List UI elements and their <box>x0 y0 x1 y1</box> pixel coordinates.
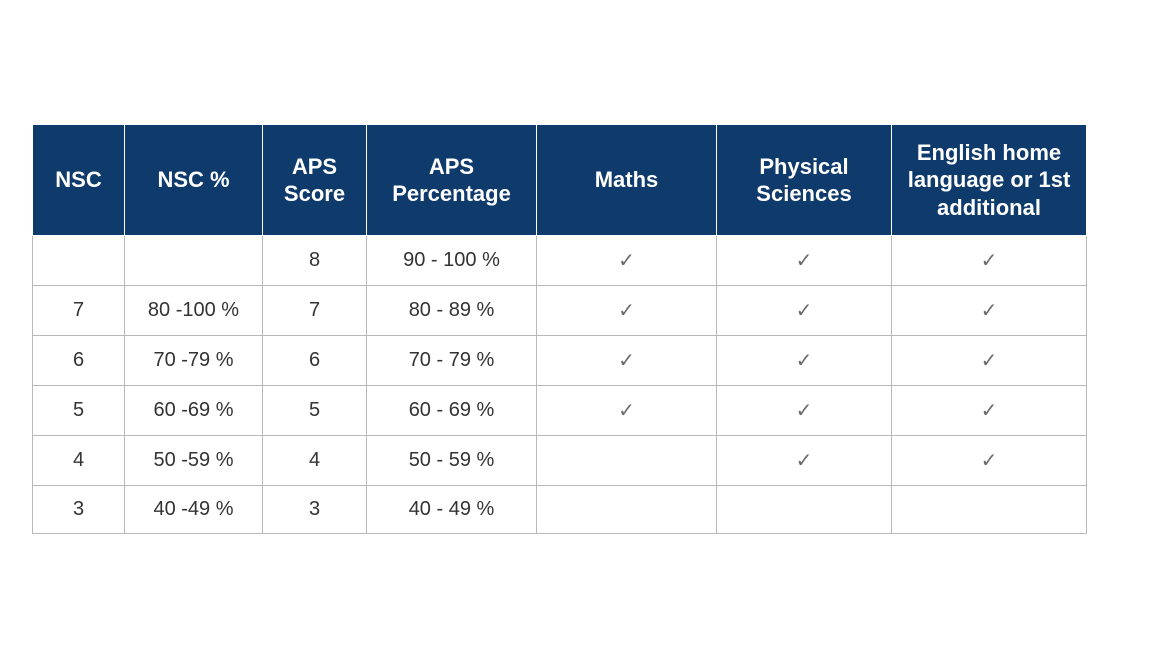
cell-aps-score: 5 <box>263 386 367 436</box>
cell-nsc-pct <box>125 236 263 286</box>
check-icon: ✓ <box>981 400 998 422</box>
cell-nsc-pct: 40 -49 % <box>125 486 263 534</box>
cell-aps-pct: 40 - 49 % <box>367 486 537 534</box>
table-row: 670 -79 %670 - 79 %✓✓✓ <box>33 336 1087 386</box>
table-row: 450 -59 %450 - 59 %✓✓ <box>33 436 1087 486</box>
cell-nsc: 7 <box>33 286 125 336</box>
check-icon: ✓ <box>796 450 813 472</box>
check-icon: ✓ <box>618 400 635 422</box>
cell-nsc: 5 <box>33 386 125 436</box>
check-icon: ✓ <box>796 250 813 272</box>
column-header: Maths <box>537 124 717 236</box>
cell-maths: ✓ <box>537 236 717 286</box>
cell-physci <box>717 486 892 534</box>
cell-english: ✓ <box>892 236 1087 286</box>
cell-maths <box>537 436 717 486</box>
cell-english: ✓ <box>892 286 1087 336</box>
cell-maths <box>537 486 717 534</box>
cell-nsc: 4 <box>33 436 125 486</box>
header-row: NSCNSC %APS ScoreAPS PercentageMathsPhys… <box>33 124 1087 236</box>
check-icon: ✓ <box>981 350 998 372</box>
cell-aps-pct: 50 - 59 % <box>367 436 537 486</box>
column-header: Physical Sciences <box>717 124 892 236</box>
cell-nsc-pct: 70 -79 % <box>125 336 263 386</box>
table-row: 890 - 100 % ✓ ✓ ✓ <box>33 236 1087 286</box>
check-icon: ✓ <box>618 350 635 372</box>
cell-aps-score: 8 <box>263 236 367 286</box>
cell-aps-pct: 90 - 100 % <box>367 236 537 286</box>
column-header: APS Percentage <box>367 124 537 236</box>
table-row: 340 -49 %340 - 49 % <box>33 486 1087 534</box>
check-icon: ✓ <box>796 300 813 322</box>
check-icon: ✓ <box>618 300 635 322</box>
check-icon: ✓ <box>981 450 998 472</box>
cell-aps-pct: 60 - 69 % <box>367 386 537 436</box>
check-icon: ✓ <box>981 250 998 272</box>
cell-maths: ✓ <box>537 336 717 386</box>
aps-table: NSCNSC %APS ScoreAPS PercentageMathsPhys… <box>32 124 1087 535</box>
cell-english: ✓ <box>892 436 1087 486</box>
cell-nsc <box>33 236 125 286</box>
column-header: NSC <box>33 124 125 236</box>
table-row: 780 -100 %780 - 89 %✓✓✓ <box>33 286 1087 336</box>
cell-aps-score: 7 <box>263 286 367 336</box>
cell-aps-pct: 80 - 89 % <box>367 286 537 336</box>
cell-maths: ✓ <box>537 386 717 436</box>
cell-nsc: 3 <box>33 486 125 534</box>
cell-nsc-pct: 60 -69 % <box>125 386 263 436</box>
cell-english: ✓ <box>892 386 1087 436</box>
cell-physci: ✓ <box>717 286 892 336</box>
check-icon: ✓ <box>981 300 998 322</box>
cell-physci: ✓ <box>717 386 892 436</box>
column-header: APS Score <box>263 124 367 236</box>
cell-aps-score: 3 <box>263 486 367 534</box>
cell-nsc-pct: 50 -59 % <box>125 436 263 486</box>
cell-aps-score: 6 <box>263 336 367 386</box>
cell-maths: ✓ <box>537 286 717 336</box>
check-icon: ✓ <box>796 350 813 372</box>
cell-aps-score: 4 <box>263 436 367 486</box>
cell-physci: ✓ <box>717 236 892 286</box>
cell-nsc-pct: 80 -100 % <box>125 286 263 336</box>
cell-english <box>892 486 1087 534</box>
cell-nsc: 6 <box>33 336 125 386</box>
check-icon: ✓ <box>618 250 635 272</box>
cell-physci: ✓ <box>717 336 892 386</box>
cell-physci: ✓ <box>717 436 892 486</box>
cell-aps-pct: 70 - 79 % <box>367 336 537 386</box>
check-icon: ✓ <box>796 400 813 422</box>
table-row: 560 -69 %560 - 69 %✓✓✓ <box>33 386 1087 436</box>
cell-english: ✓ <box>892 336 1087 386</box>
column-header: NSC % <box>125 124 263 236</box>
column-header: English home language or 1st additional <box>892 124 1087 236</box>
